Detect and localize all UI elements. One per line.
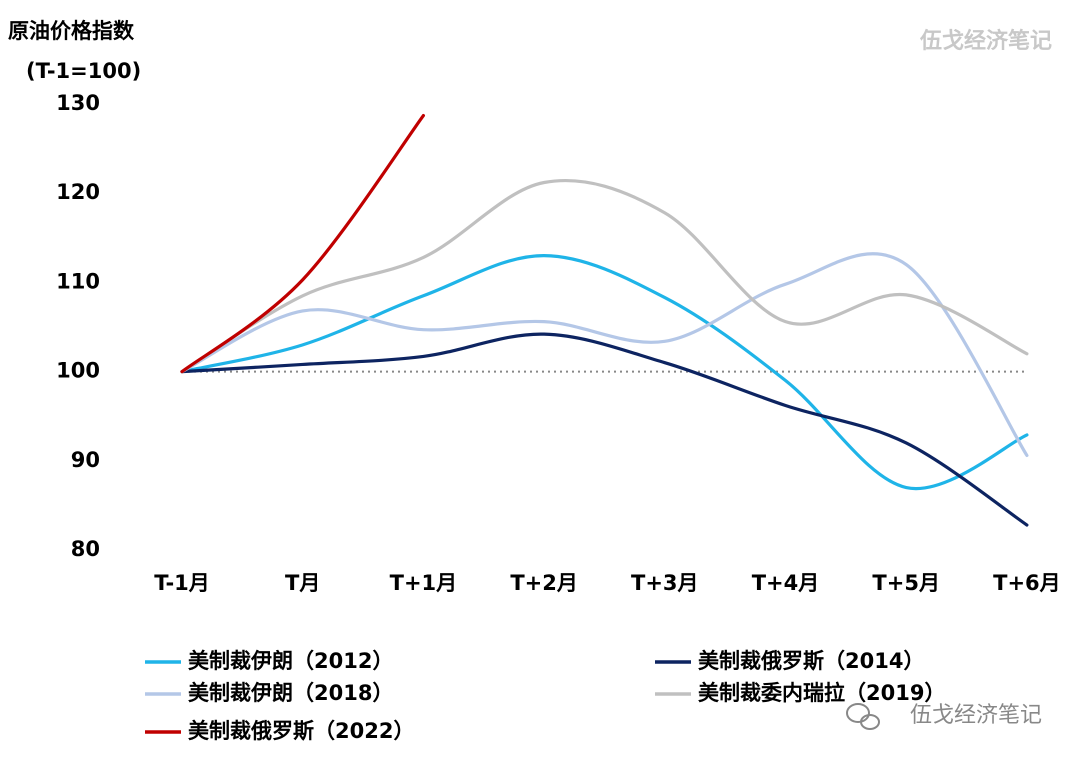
- y-tick-label: 100: [56, 359, 100, 383]
- y-tick-label: 90: [71, 448, 100, 472]
- legend-label: 美制裁俄罗斯（2022）: [188, 719, 414, 743]
- x-tick-label: T+4月: [752, 571, 820, 595]
- legend-label: 美制裁委内瑞拉（2019）: [698, 681, 945, 705]
- series-line: [180, 332, 1029, 527]
- watermark: 伍戈经济笔记: [919, 28, 1052, 54]
- y-tick-label: 120: [56, 180, 100, 204]
- legend-label: 美制裁俄罗斯（2014）: [698, 649, 924, 673]
- series-line: [180, 252, 1029, 458]
- watermark: 伍戈经济笔记: [910, 703, 1042, 728]
- series-line: [180, 254, 1029, 491]
- x-tick-label: T+1月: [390, 571, 458, 595]
- y-axis-label: 原油价格指数: [8, 19, 135, 43]
- y-tick-label: 110: [56, 269, 100, 293]
- x-tick-label: T+6月: [993, 571, 1061, 595]
- x-tick-label: T+2月: [510, 571, 578, 595]
- x-tick-label: T-1月: [154, 571, 210, 595]
- legend-label: 美制裁伊朗（2012）: [188, 649, 393, 673]
- y-axis-label: (T-1=100): [26, 59, 141, 83]
- y-tick-label: 130: [56, 91, 100, 115]
- x-tick-label: T月: [285, 571, 320, 595]
- x-tick-label: T+3月: [631, 571, 699, 595]
- x-tick-label: T+5月: [872, 571, 940, 595]
- series-line: [180, 178, 1029, 374]
- wechat-icon: [846, 703, 880, 730]
- legend-label: 美制裁伊朗（2018）: [188, 681, 393, 705]
- series-line: [180, 113, 425, 374]
- y-tick-label: 80: [71, 537, 100, 561]
